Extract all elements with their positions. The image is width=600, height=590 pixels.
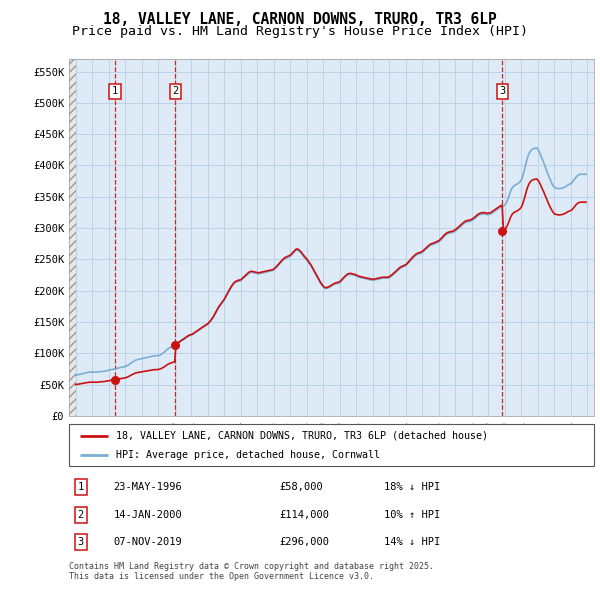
Text: 18, VALLEY LANE, CARNON DOWNS, TRURO, TR3 6LP: 18, VALLEY LANE, CARNON DOWNS, TRURO, TR… [103, 12, 497, 27]
Text: Price paid vs. HM Land Registry's House Price Index (HPI): Price paid vs. HM Land Registry's House … [72, 25, 528, 38]
Text: £296,000: £296,000 [279, 537, 329, 547]
Text: 23-MAY-1996: 23-MAY-1996 [113, 483, 182, 493]
Text: 2: 2 [172, 86, 178, 96]
Text: 1: 1 [112, 86, 118, 96]
Text: Contains HM Land Registry data © Crown copyright and database right 2025.
This d: Contains HM Land Registry data © Crown c… [69, 562, 434, 581]
FancyBboxPatch shape [69, 424, 594, 466]
Text: 3: 3 [499, 86, 505, 96]
Text: HPI: Average price, detached house, Cornwall: HPI: Average price, detached house, Corn… [116, 451, 380, 460]
Text: 18% ↓ HPI: 18% ↓ HPI [384, 483, 440, 493]
Text: 3: 3 [77, 537, 83, 547]
Text: 14-JAN-2000: 14-JAN-2000 [113, 510, 182, 520]
Text: £58,000: £58,000 [279, 483, 323, 493]
Text: 14% ↓ HPI: 14% ↓ HPI [384, 537, 440, 547]
Bar [69, 59, 76, 416]
Text: 1: 1 [77, 483, 83, 493]
Text: 18, VALLEY LANE, CARNON DOWNS, TRURO, TR3 6LP (detached house): 18, VALLEY LANE, CARNON DOWNS, TRURO, TR… [116, 431, 488, 441]
Text: £114,000: £114,000 [279, 510, 329, 520]
Text: 10% ↑ HPI: 10% ↑ HPI [384, 510, 440, 520]
Text: 07-NOV-2019: 07-NOV-2019 [113, 537, 182, 547]
Text: 2: 2 [77, 510, 83, 520]
